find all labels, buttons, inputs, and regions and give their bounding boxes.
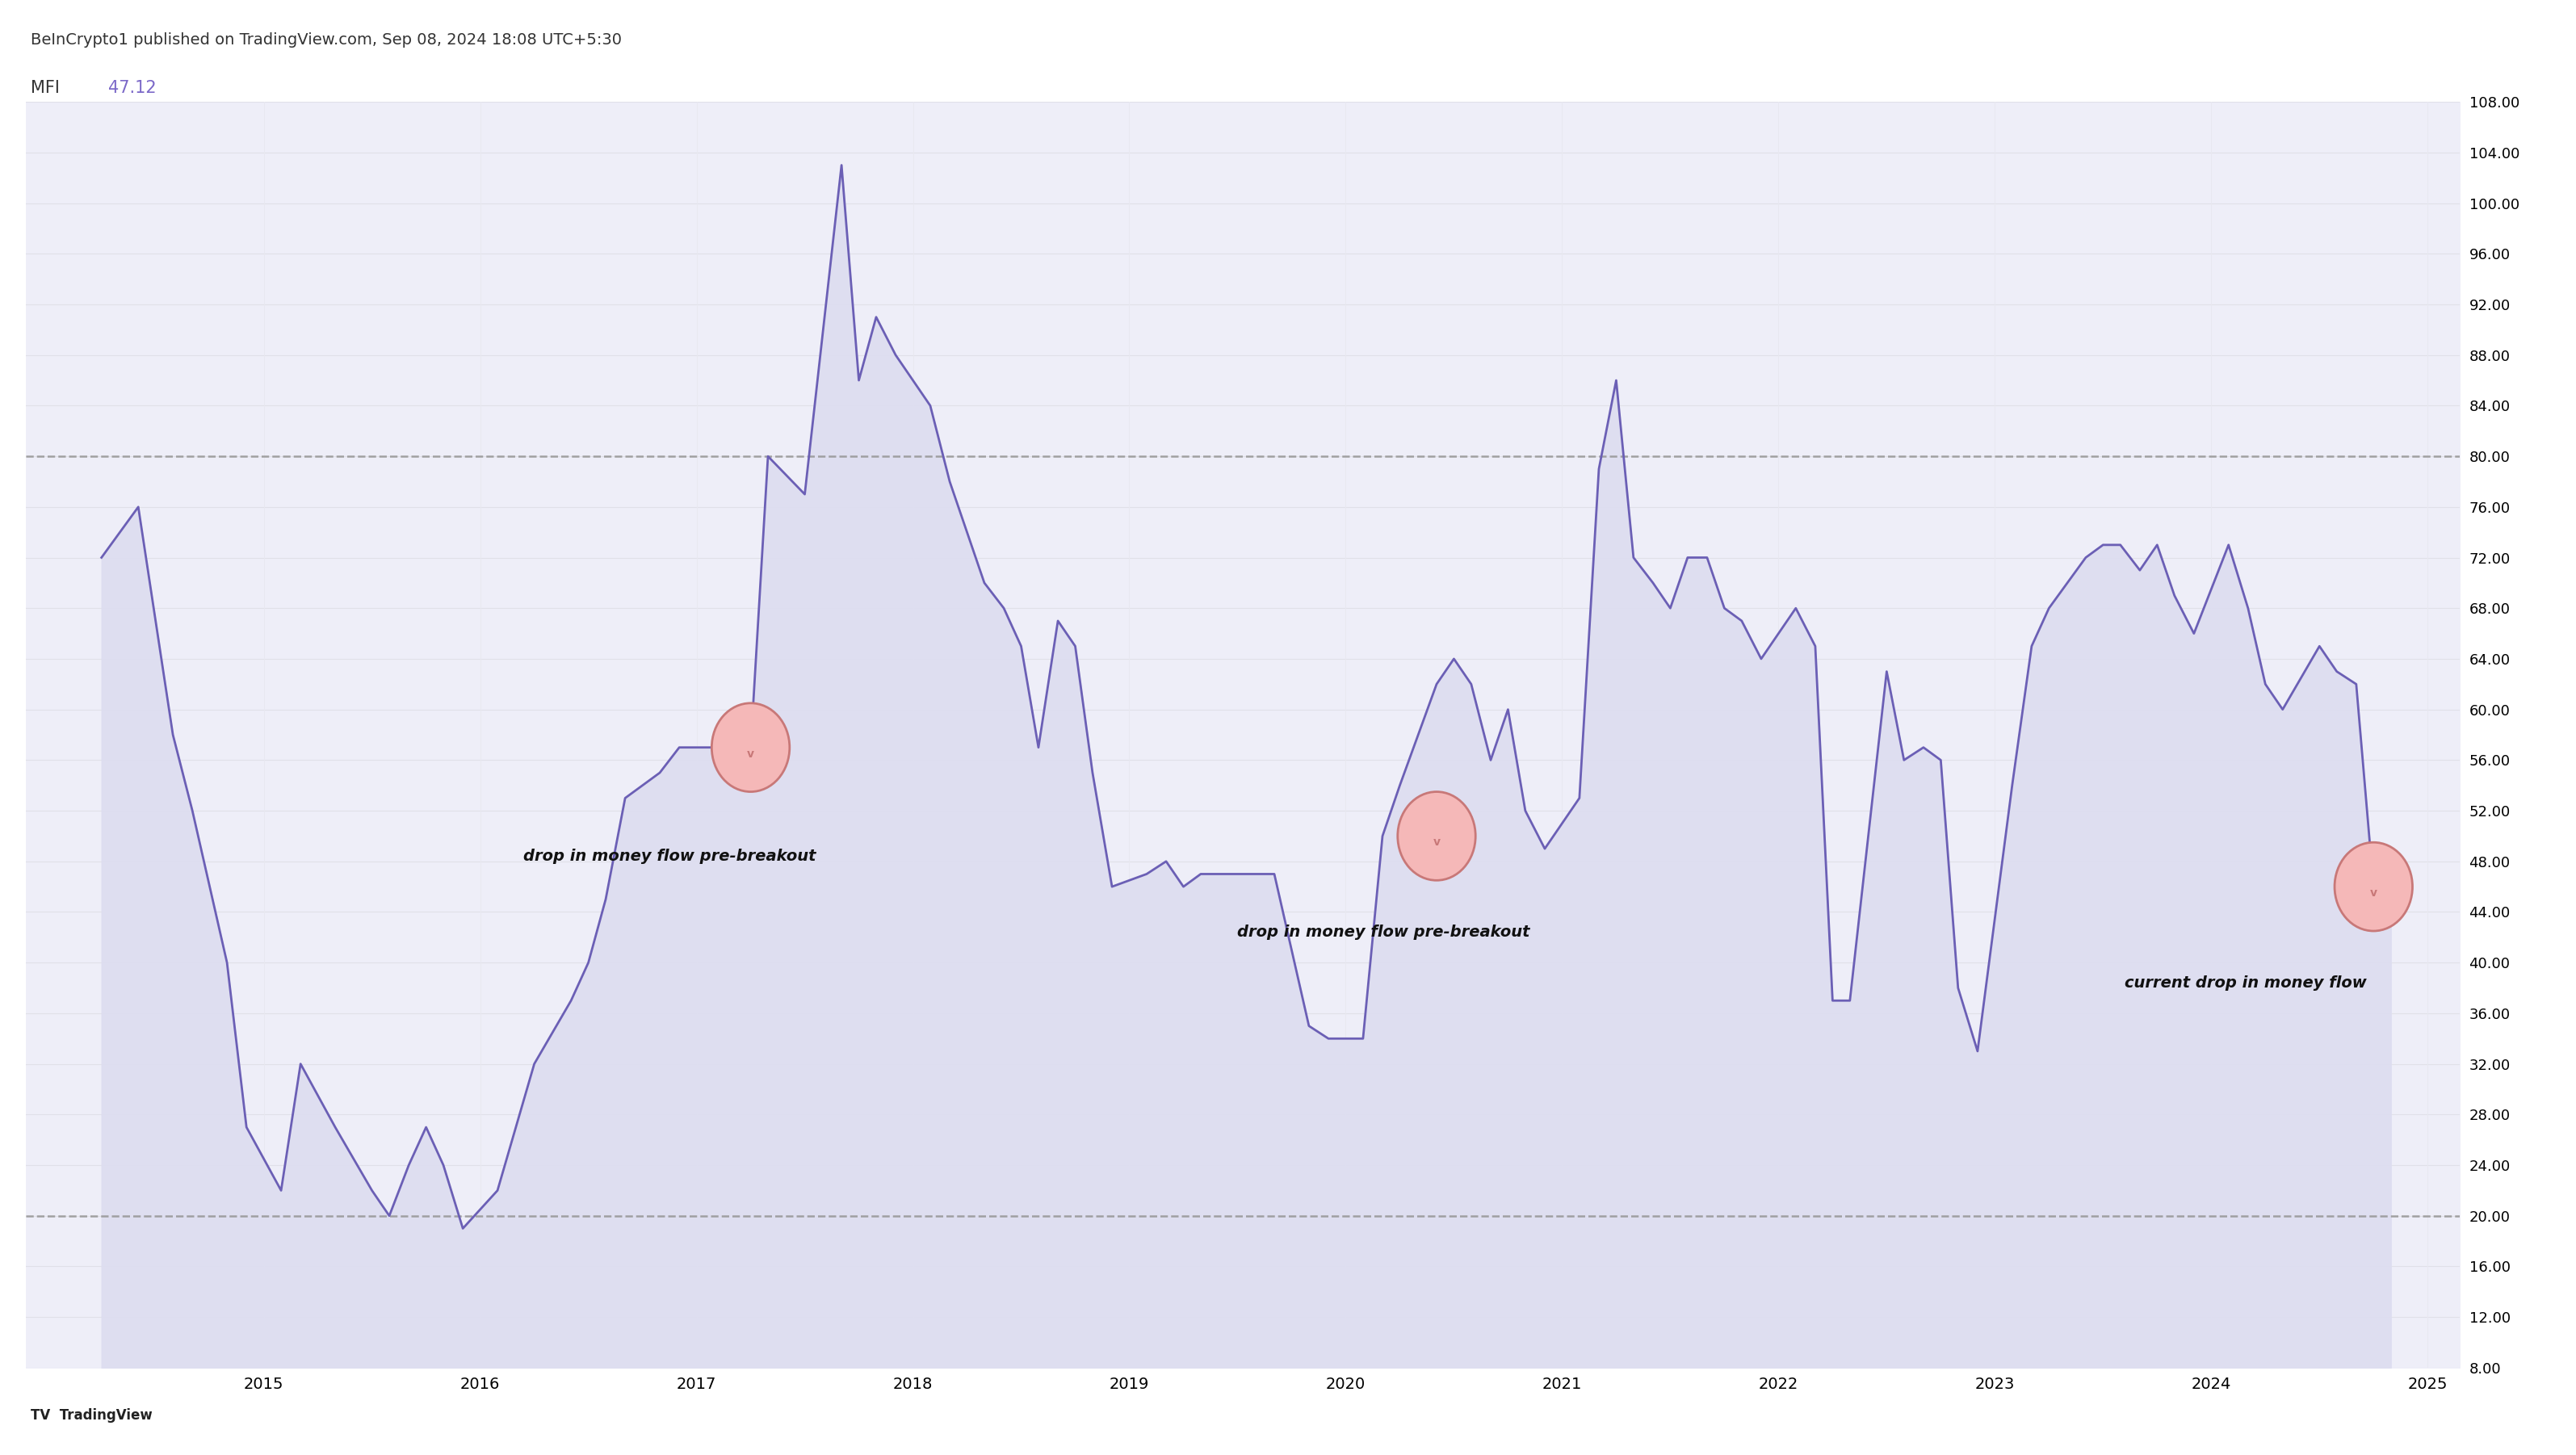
Text: current drop in money flow: current drop in money flow — [2125, 975, 2367, 991]
Ellipse shape — [1399, 792, 1476, 880]
Text: MFI: MFI — [31, 80, 59, 96]
Text: BeInCrypto1 published on TradingView.com, Sep 08, 2024 18:08 UTC+5:30: BeInCrypto1 published on TradingView.com… — [31, 32, 621, 48]
Ellipse shape — [711, 703, 791, 792]
Text: v: v — [747, 748, 755, 760]
Ellipse shape — [2334, 842, 2414, 931]
Text: v: v — [2370, 888, 2378, 899]
Text: v: v — [1432, 837, 1440, 848]
Text: drop in money flow pre-breakout: drop in money flow pre-breakout — [1236, 925, 1530, 940]
Text: 47.12: 47.12 — [108, 80, 157, 96]
Text: drop in money flow pre-breakout: drop in money flow pre-breakout — [523, 848, 817, 864]
Text: TV  TradingView: TV TradingView — [31, 1408, 152, 1423]
